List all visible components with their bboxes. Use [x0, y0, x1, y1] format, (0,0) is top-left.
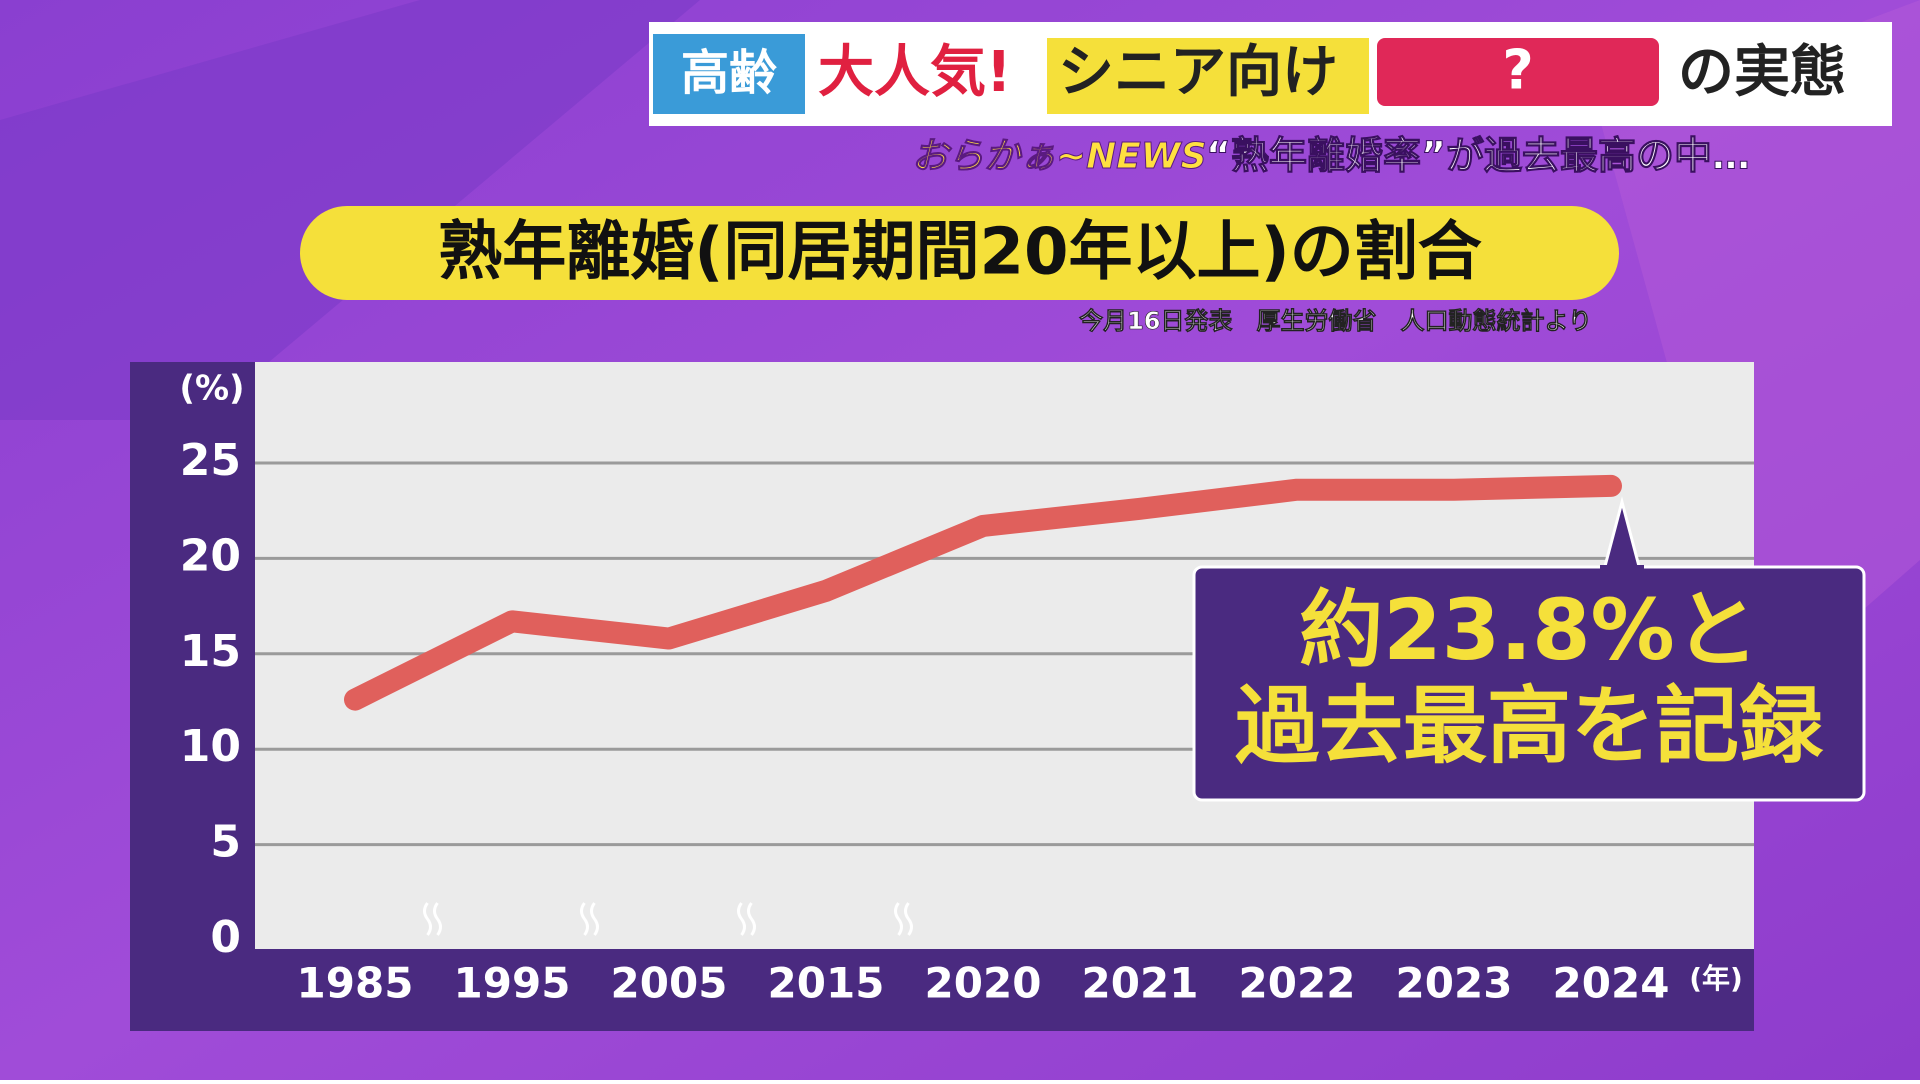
headline: 大人気!	[818, 40, 1012, 105]
y-tick-label: 5	[210, 817, 241, 868]
bg-shape	[1600, 0, 1920, 700]
chart-title: 熟年離婚(同居期間20年以上)の割合	[438, 216, 1482, 290]
axis-break	[423, 902, 432, 936]
axis-break	[580, 902, 589, 936]
x-tick-label: 2020	[925, 959, 1042, 1008]
x-tick-label: 2015	[768, 959, 885, 1008]
axis-break	[904, 902, 913, 936]
suffix: の実態	[1678, 40, 1846, 105]
callout: 約23.8%と 過去最高を記録	[1192, 496, 1866, 802]
callout-join	[1600, 565, 1644, 573]
y-tick-label: 10	[180, 721, 241, 772]
subject: シニア向け	[1058, 40, 1338, 105]
title-pill	[300, 206, 1619, 300]
x-tick-label: 2005	[611, 959, 728, 1008]
x-tick-label: 1985	[297, 959, 414, 1008]
tag-box	[653, 34, 805, 114]
x-tick-label: 2021	[1082, 959, 1199, 1008]
annotation: 過去最高を記録	[1235, 677, 1824, 775]
axis-break	[747, 902, 756, 936]
y-tick-label: 15	[180, 626, 241, 677]
subject-box	[1047, 38, 1369, 114]
axis-break	[737, 902, 746, 936]
blank-box	[1377, 38, 1659, 106]
x-tick-label: 2024	[1553, 959, 1670, 1008]
program: おらかぁ~NEWS	[912, 136, 1207, 177]
x-tick-label: 2022	[1239, 959, 1356, 1008]
x-tick-label: 2023	[1396, 959, 1513, 1008]
subtitle: “熟年離婚率”が過去最高の中…	[1206, 134, 1750, 178]
y-tick-label: 20	[180, 530, 241, 581]
source: 今月16日発表 厚生労働省 人口動態統計より	[1079, 307, 1592, 335]
blank: ?	[1502, 39, 1533, 102]
x-unit: (年)	[1689, 962, 1743, 995]
tag: 高齢	[681, 45, 777, 101]
axis-break	[433, 902, 442, 936]
annotation: 約23.8%と	[1299, 581, 1758, 679]
x-tick-label: 1995	[454, 959, 571, 1008]
y-tick-label: 25	[180, 435, 241, 486]
y-tick-label: 0	[210, 912, 241, 963]
callout-box	[1192, 565, 1866, 802]
axis-break	[590, 902, 599, 936]
axis-break	[894, 902, 903, 936]
line	[344, 474, 1622, 711]
y-unit: (%)	[179, 369, 244, 409]
